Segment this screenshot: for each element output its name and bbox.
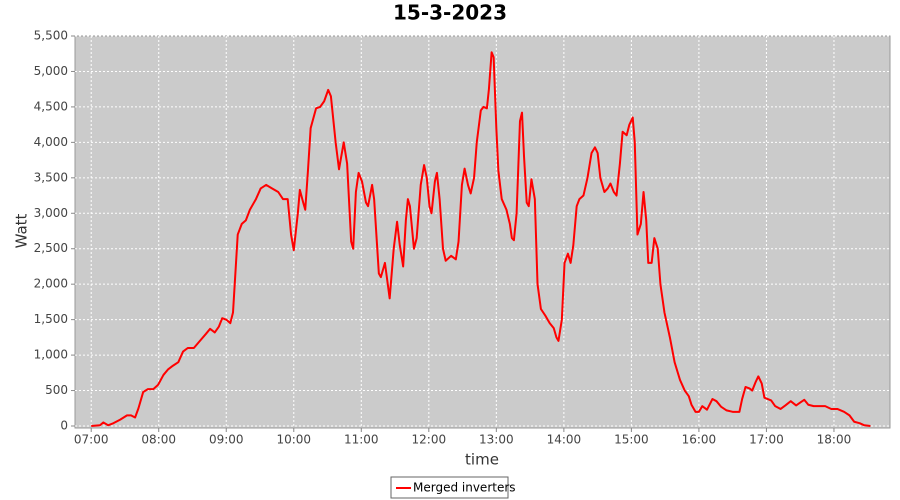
x-tick-label: 14:00 <box>547 433 582 447</box>
y-axis-label: Watt <box>13 213 31 248</box>
y-tick-label: 500 <box>45 383 68 397</box>
legend-box <box>390 476 509 499</box>
x-tick-label: 09:00 <box>209 433 244 447</box>
y-tick-label: 4,000 <box>34 135 68 149</box>
x-tick-label: 16:00 <box>682 433 717 447</box>
x-tick-label: 18:00 <box>817 433 852 447</box>
legend: Merged inverters <box>390 476 516 499</box>
x-tick-label: 13:00 <box>479 433 514 447</box>
y-tick-label: 2,000 <box>34 277 68 291</box>
x-axis-label: time <box>465 451 499 469</box>
x-tick-label: 08:00 <box>141 433 176 447</box>
y-tick-label: 3,000 <box>34 206 68 220</box>
x-tick-label: 15:00 <box>614 433 649 447</box>
legend-label: Merged inverters <box>413 481 516 495</box>
y-tick-label: 2,500 <box>34 241 68 255</box>
data-line <box>91 51 871 427</box>
x-tick-label: 11:00 <box>344 433 379 447</box>
x-tick-label: 07:00 <box>74 433 109 447</box>
y-tick-label: 4,500 <box>34 99 68 113</box>
plot-area <box>74 35 891 429</box>
y-tick-label: 0 <box>60 419 68 433</box>
x-tick-label: 10:00 <box>276 433 311 447</box>
y-tick-label: 1,000 <box>34 348 68 362</box>
x-tick-label: 17:00 <box>749 433 784 447</box>
y-tick-label: 3,500 <box>34 170 68 184</box>
y-tick-label: 5,500 <box>34 29 68 43</box>
chart-title: 15-3-2023 <box>393 1 507 25</box>
y-tick-label: 1,500 <box>34 312 68 326</box>
x-tick-label: 12:00 <box>412 433 447 447</box>
y-tick-label: 5,000 <box>34 64 68 78</box>
